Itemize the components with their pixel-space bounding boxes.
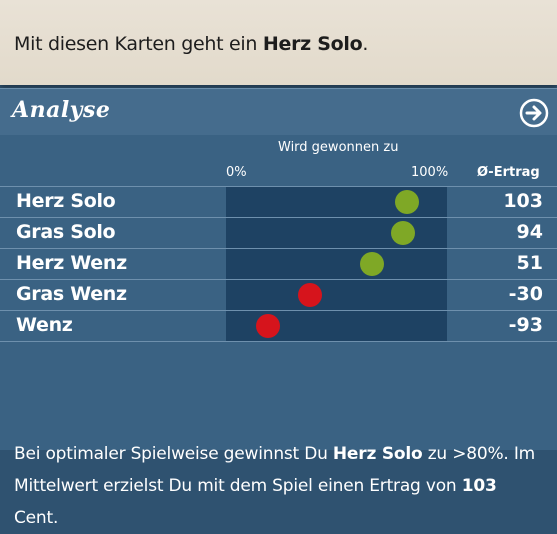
win-probability-dot <box>395 190 420 214</box>
analysis-panel: Analyse Wird gewonnen zu 0% 100% Ø-Ertra… <box>0 88 557 528</box>
win-probability-track <box>226 311 447 341</box>
message-game: Herz Solo <box>262 33 363 55</box>
summary-text: Bei optimaler Spielweise gewinnst Du Her… <box>14 438 544 534</box>
analysis-header: Analyse <box>0 88 557 135</box>
game-name: Herz Wenz <box>16 252 127 274</box>
yield-value: 94 <box>516 221 543 243</box>
panel-title: Analyse <box>12 97 111 123</box>
table-row: Gras Solo 94 <box>0 217 557 248</box>
table-row: Gras Wenz -30 <box>0 279 557 310</box>
message-prefix: Mit diesen Karten geht ein <box>14 33 263 55</box>
summary-part1: Bei optimaler Spielweise gewinnst Du <box>14 444 333 464</box>
summary-amount: 103 <box>461 476 497 496</box>
game-name: Gras Solo <box>16 221 116 243</box>
win-probability-dot <box>359 252 384 276</box>
win-probability-dot <box>255 314 280 338</box>
message-banner: Mit diesen Karten geht ein Herz Solo. <box>0 0 557 85</box>
yield-column-header: Ø-Ertrag <box>477 165 540 180</box>
win-probability-dot <box>297 283 322 307</box>
yield-value: 103 <box>503 190 543 212</box>
summary-part3: Cent. <box>14 508 59 528</box>
table-bottom-divider <box>0 341 557 342</box>
game-name: Gras Wenz <box>16 283 127 305</box>
scale-min-label: 0% <box>226 165 247 180</box>
next-button[interactable] <box>519 98 549 128</box>
win-probability-track <box>226 249 447 279</box>
message-text: Mit diesen Karten geht ein Herz Solo. <box>14 33 368 55</box>
message-suffix: . <box>362 33 369 55</box>
win-column-header: Wird gewonnen zu <box>278 140 399 155</box>
summary-game: Herz Solo <box>332 444 423 464</box>
yield-value: -30 <box>508 283 543 305</box>
scale-max-label: 100% <box>411 165 449 180</box>
win-probability-dot <box>390 221 415 245</box>
game-name: Herz Solo <box>16 190 116 212</box>
win-probability-track <box>226 187 447 217</box>
yield-value: 51 <box>516 252 543 274</box>
table-row: Wenz -93 <box>0 310 557 341</box>
win-probability-track <box>226 280 447 310</box>
table-row: Herz Wenz 51 <box>0 248 557 279</box>
yield-value: -93 <box>508 314 543 336</box>
game-name: Wenz <box>16 314 73 336</box>
table-row: Herz Solo 103 <box>0 186 557 217</box>
win-probability-track <box>226 218 447 248</box>
arrow-right-circle-icon <box>519 98 549 128</box>
